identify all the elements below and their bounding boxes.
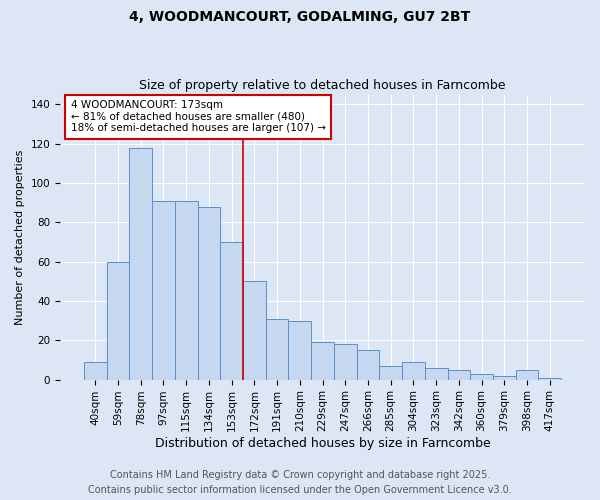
Bar bbox=[152, 200, 175, 380]
Y-axis label: Number of detached properties: Number of detached properties bbox=[15, 150, 25, 325]
Text: 4, WOODMANCOURT, GODALMING, GU7 2BT: 4, WOODMANCOURT, GODALMING, GU7 2BT bbox=[130, 10, 470, 24]
Bar bbox=[220, 242, 243, 380]
Text: Contains HM Land Registry data © Crown copyright and database right 2025.: Contains HM Land Registry data © Crown c… bbox=[110, 470, 490, 480]
Bar bbox=[130, 148, 152, 380]
Text: Contains public sector information licensed under the Open Government Licence v3: Contains public sector information licen… bbox=[88, 485, 512, 495]
Bar bbox=[448, 370, 470, 380]
Bar bbox=[470, 374, 493, 380]
Bar bbox=[289, 320, 311, 380]
Bar bbox=[402, 362, 425, 380]
Bar bbox=[538, 378, 561, 380]
Bar bbox=[84, 362, 107, 380]
X-axis label: Distribution of detached houses by size in Farncombe: Distribution of detached houses by size … bbox=[155, 437, 490, 450]
Bar bbox=[493, 376, 515, 380]
Bar bbox=[197, 206, 220, 380]
Bar bbox=[311, 342, 334, 380]
Title: Size of property relative to detached houses in Farncombe: Size of property relative to detached ho… bbox=[139, 79, 506, 92]
Bar bbox=[107, 262, 130, 380]
Bar bbox=[515, 370, 538, 380]
Bar bbox=[266, 318, 289, 380]
Bar bbox=[379, 366, 402, 380]
Bar bbox=[243, 282, 266, 380]
Bar bbox=[175, 200, 197, 380]
Bar bbox=[334, 344, 356, 380]
Text: 4 WOODMANCOURT: 173sqm
← 81% of detached houses are smaller (480)
18% of semi-de: 4 WOODMANCOURT: 173sqm ← 81% of detached… bbox=[71, 100, 326, 134]
Bar bbox=[356, 350, 379, 380]
Bar bbox=[425, 368, 448, 380]
